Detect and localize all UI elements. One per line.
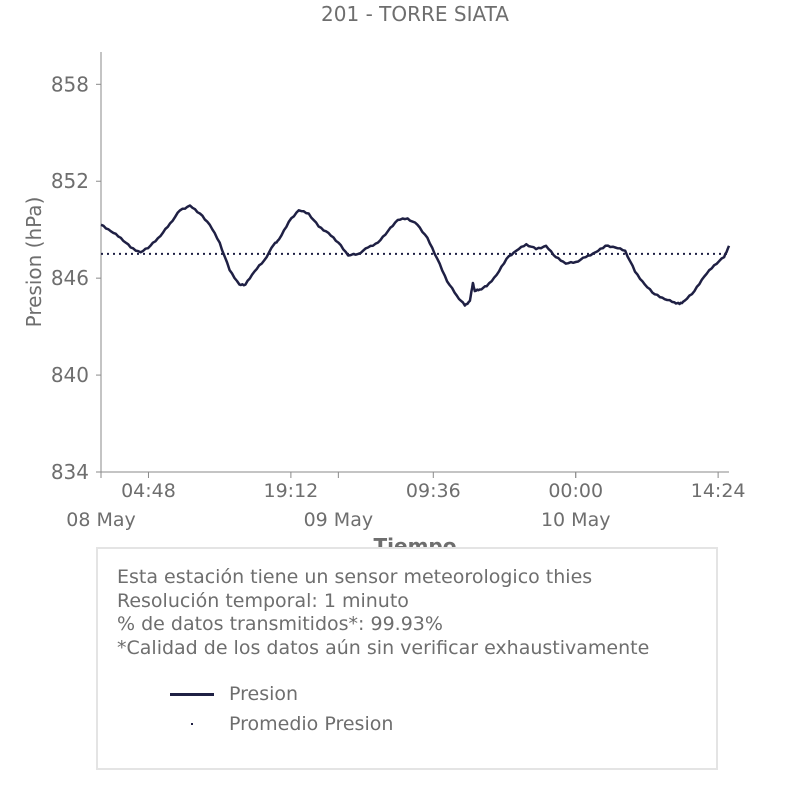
day-label: 09 May bbox=[304, 509, 374, 531]
y-tick-label: 852 bbox=[51, 169, 89, 193]
chart-title: 201 - TORRE SIATA bbox=[321, 2, 509, 26]
pressure-series-line bbox=[100, 204, 731, 307]
legend-line-icon bbox=[170, 681, 214, 707]
legend-dot-icon bbox=[170, 711, 214, 737]
x-tick-label: 09:36 bbox=[406, 480, 461, 502]
info-box: Esta estación tiene un sensor meteorolog… bbox=[96, 547, 718, 770]
day-label: 10 May bbox=[541, 509, 611, 531]
y-tick-label: 858 bbox=[51, 72, 89, 96]
info-line-resolution: Resolución temporal: 1 minuto bbox=[117, 589, 409, 612]
legend-label-presion: Presion bbox=[229, 683, 299, 705]
y-axis-label: Presion (hPa) bbox=[22, 197, 46, 328]
x-tick-label: 14:24 bbox=[691, 480, 746, 502]
legend-item-presion: Presion bbox=[170, 681, 298, 707]
x-tick-label: 00:00 bbox=[548, 480, 603, 502]
x-tick-label: 19:12 bbox=[264, 480, 319, 502]
info-text: Esta estación tiene un sensor meteorolog… bbox=[117, 566, 649, 660]
info-line-transmitted: % de datos transmitidos*: 99.93% bbox=[117, 613, 443, 635]
y-tick-label: 840 bbox=[51, 363, 89, 387]
day-label: 08 May bbox=[66, 509, 136, 531]
pressure-chart: 201 - TORRE SIATA Presion (hPa) Tiempo 8… bbox=[22, 2, 746, 558]
x-tick-label: 04:48 bbox=[121, 480, 176, 502]
legend-item-promedio: Promedio Presion bbox=[170, 711, 393, 737]
y-tick-label: 834 bbox=[51, 460, 89, 484]
y-tick-label: 846 bbox=[51, 266, 89, 290]
info-line-sensor: Esta estación tiene un sensor meteorolog… bbox=[117, 566, 593, 588]
legend-label-promedio: Promedio Presion bbox=[229, 713, 394, 735]
info-line-quality: *Calidad de los datos aún sin verificar … bbox=[117, 636, 650, 659]
plot-area: 834 840 846 852 858 04:48 19:12 09:36 00:00 14:24… bbox=[51, 52, 746, 531]
